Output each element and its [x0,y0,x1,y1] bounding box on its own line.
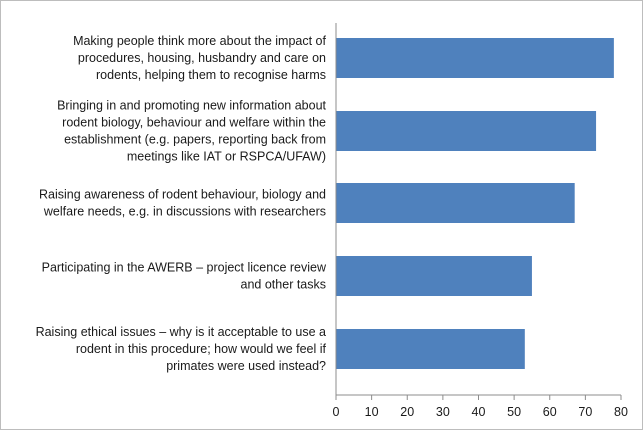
category-label-line: rodent in this procedure; how would we f… [76,342,327,356]
category-label-line: meetings like IAT or RSPCA/UFAW) [127,150,326,164]
category-labels: Making people think more about the impac… [36,34,327,373]
category-label-line: Making people think more about the impac… [73,34,326,48]
category-label-line: primates were used instead? [166,359,326,373]
category-label: Participating in the AWERB – project lic… [42,261,327,292]
x-tick-label: 70 [578,405,592,419]
x-axis: 0 10 20 30 40 50 60 70 80 [333,23,628,419]
x-tick-label: 80 [614,405,628,419]
category-label-line: Raising ethical issues – why is it accep… [36,325,326,339]
category-label: Making people think more about the impac… [73,34,326,82]
x-tick-label: 10 [365,405,379,419]
category-label-line: and other tasks [241,278,326,292]
category-label-line: Participating in the AWERB – project lic… [42,261,327,275]
x-tick-label: 20 [400,405,414,419]
bar [336,111,597,151]
category-label: Bringing in and promoting new informatio… [57,99,326,164]
category-label-line: Bringing in and promoting new informatio… [57,99,326,113]
bars [336,38,614,369]
x-tick-label: 40 [472,405,486,419]
x-tick-label: 30 [436,405,450,419]
x-tick-label: 0 [333,405,340,419]
bar [336,256,532,296]
category-label-line: establishment (e.g. papers, reporting ba… [64,133,326,147]
category-label: Raising ethical issues – why is it accep… [36,325,327,373]
category-label-line: procedures, housing, husbandry and care … [78,51,326,65]
category-label-line: welfare needs, e.g. in discussions with … [43,205,326,219]
category-label: Raising awareness of rodent behaviour, b… [39,188,326,219]
bar [336,183,575,223]
category-label-line: Raising awareness of rodent behaviour, b… [39,188,326,202]
category-label-line: rodent biology, behaviour and welfare wi… [62,116,326,130]
x-tick-label: 60 [543,405,557,419]
bar [336,38,614,78]
category-label-line: rodents, helping them to recognise harms [96,68,326,82]
bar [336,329,525,369]
x-tick-label: 50 [507,405,521,419]
